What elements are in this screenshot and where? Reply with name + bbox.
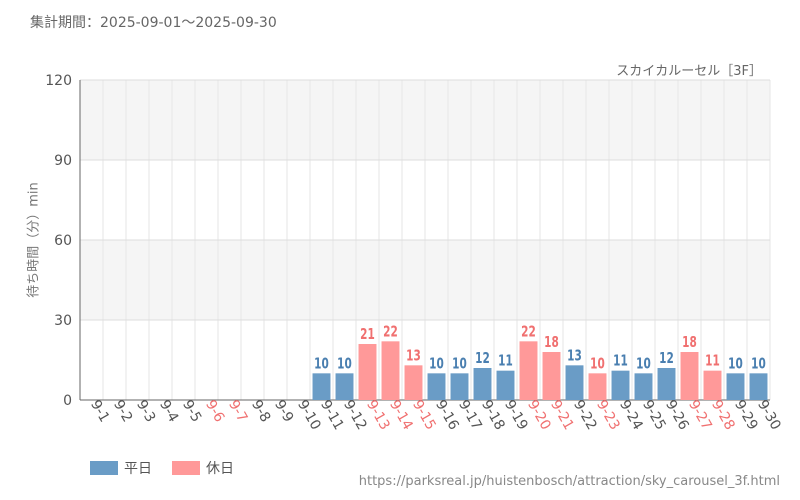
x-tick-label: 9-13: [363, 397, 393, 433]
x-tick-label: 9-21: [547, 397, 577, 433]
bar: [496, 370, 515, 400]
legend-label-weekday: 平日: [124, 461, 152, 477]
bar: [565, 365, 584, 400]
legend: 平日 休日: [90, 458, 234, 478]
chart-subtitle: スカイカルーセル［3F］: [616, 64, 762, 79]
y-tick-label: 120: [45, 73, 72, 89]
x-tick-label: 9-7: [225, 397, 250, 425]
x-tick-label: 9-24: [616, 397, 646, 433]
x-tick-label: 9-11: [317, 397, 347, 433]
bar-value-label: 11: [613, 353, 628, 370]
x-tick-label: 9-20: [524, 397, 554, 433]
x-tick-label: 9-28: [708, 397, 738, 433]
bar-value-label: 13: [406, 348, 421, 365]
x-tick-label: 9-18: [478, 397, 508, 433]
bar-value-label: 10: [314, 356, 329, 373]
y-tick-label: 60: [54, 233, 72, 249]
x-tick-label: 9-27: [685, 397, 715, 433]
bar: [703, 370, 722, 400]
bar: [588, 373, 607, 400]
x-tick-label: 9-4: [156, 397, 181, 425]
bar-value-label: 18: [544, 335, 559, 352]
bar: [726, 373, 745, 400]
bar: [611, 370, 630, 400]
bar-value-label: 11: [705, 353, 720, 370]
bar-value-label: 10: [429, 356, 444, 373]
y-tick-label: 90: [54, 153, 72, 169]
legend-swatch-weekday: [90, 461, 118, 475]
bar: [542, 352, 561, 400]
bar: [519, 341, 538, 400]
bar: [450, 373, 469, 400]
x-tick-label: 9-1: [87, 397, 112, 425]
bar-value-label: 10: [751, 356, 766, 373]
x-tick-label: 9-3: [133, 397, 158, 425]
x-tick-label: 9-14: [386, 397, 416, 433]
legend-item-weekday: 平日: [90, 458, 152, 478]
x-tick-label: 9-29: [731, 397, 761, 433]
bar-value-label: 10: [452, 356, 467, 373]
bar-value-label: 22: [521, 324, 536, 341]
bar: [749, 373, 768, 400]
bar: [358, 344, 377, 400]
x-tick-label: 9-26: [662, 397, 692, 433]
bar-value-label: 13: [567, 348, 582, 365]
bar-value-label: 10: [636, 356, 651, 373]
bar-value-label: 10: [590, 356, 605, 373]
y-tick-label: 0: [63, 393, 72, 409]
bar-value-label: 21: [360, 327, 375, 344]
x-tick-label: 9-17: [455, 397, 485, 433]
x-tick-label: 9-9: [271, 397, 296, 425]
x-tick-label: 9-23: [593, 397, 623, 433]
bar: [473, 368, 492, 400]
bar-value-label: 18: [682, 335, 697, 352]
bar: [335, 373, 354, 400]
bar: [634, 373, 653, 400]
bar: [680, 352, 699, 400]
period-text: 集計期間：2025-09-01～2025-09-30: [30, 15, 277, 31]
bar-value-label: 11: [498, 353, 513, 370]
bar: [312, 373, 331, 400]
bar-value-label: 10: [728, 356, 743, 373]
bar: [657, 368, 676, 400]
x-tick-label: 9-16: [432, 397, 462, 433]
legend-label-holiday: 休日: [206, 461, 234, 477]
y-tick-label: 30: [54, 313, 72, 329]
legend-swatch-holiday: [172, 461, 200, 475]
x-tick-label: 9-6: [202, 397, 227, 425]
x-tick-label: 9-8: [248, 397, 273, 425]
bar-value-label: 12: [475, 351, 490, 368]
x-tick-label: 9-5: [179, 397, 204, 425]
legend-item-holiday: 休日: [172, 458, 234, 478]
x-tick-label: 9-15: [409, 397, 439, 433]
bar: [427, 373, 446, 400]
bar-value-label: 22: [383, 324, 398, 341]
bar: [404, 365, 423, 400]
x-tick-label: 9-10: [294, 397, 324, 433]
x-tick-label: 9-12: [340, 397, 370, 433]
x-tick-label: 9-25: [639, 397, 669, 433]
bar-value-label: 12: [659, 351, 674, 368]
bar: [381, 341, 400, 400]
x-tick-label: 9-2: [110, 397, 135, 425]
x-tick-label: 9-30: [754, 397, 784, 433]
bar-value-label: 10: [337, 356, 352, 373]
x-tick-label: 9-19: [501, 397, 531, 433]
x-tick-label: 9-22: [570, 397, 600, 433]
source-url: https://parksreal.jp/huistenbosch/attrac…: [358, 474, 780, 489]
